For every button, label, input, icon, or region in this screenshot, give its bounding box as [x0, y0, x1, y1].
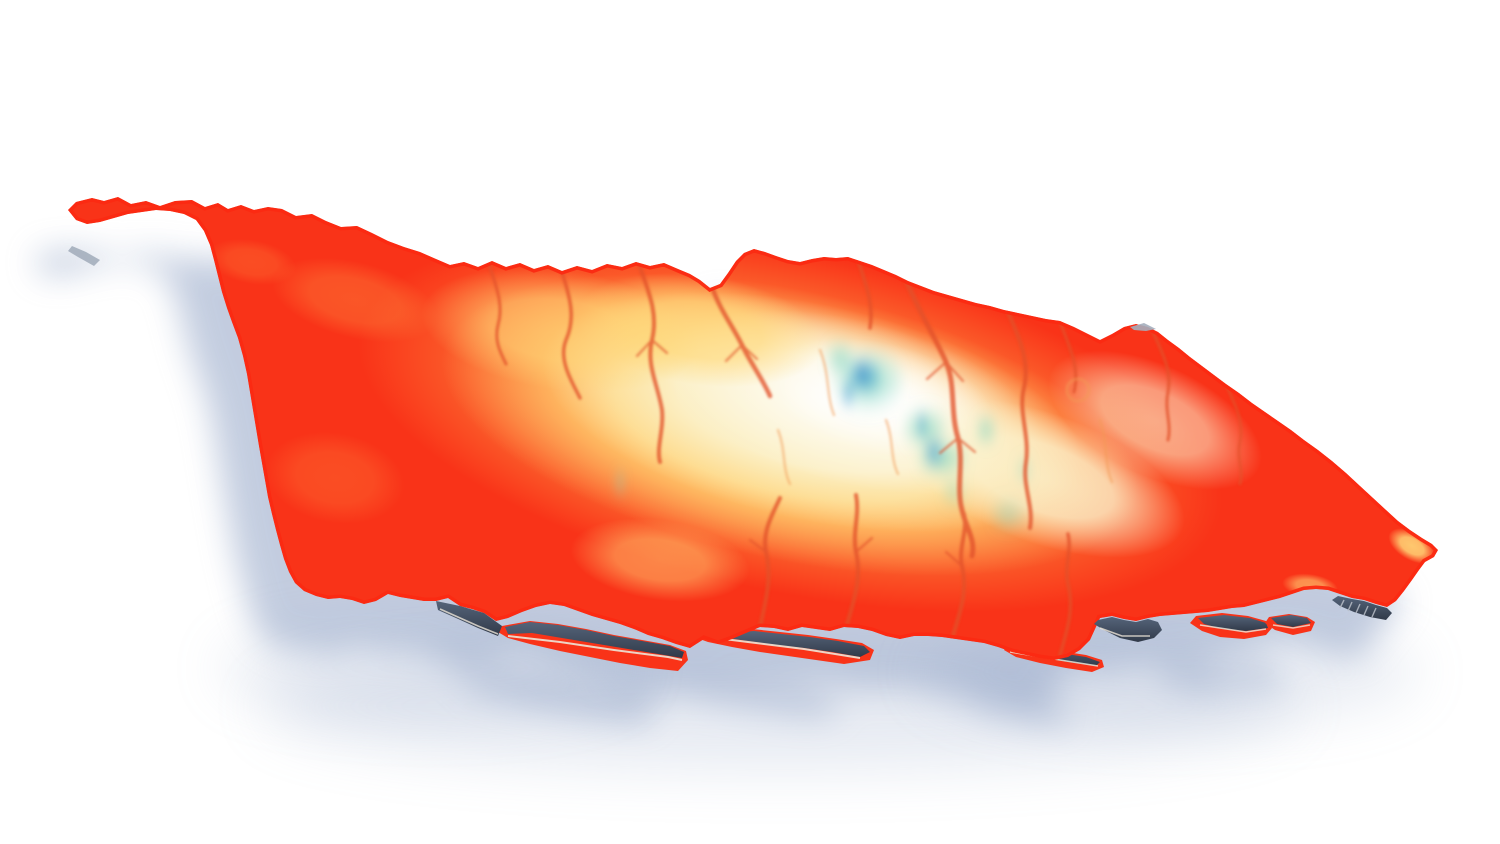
channel-soft [818, 348, 836, 417]
offshore-islets [498, 613, 1315, 672]
drainage-channels [487, 258, 1243, 657]
channel [1224, 383, 1243, 486]
channel [1058, 320, 1078, 394]
channel [856, 258, 873, 330]
islet-1-wall-highlight [507, 635, 683, 661]
elevation-blob [421, 267, 699, 393]
elevation-blob [1048, 350, 1262, 490]
channel [560, 270, 582, 400]
cliff-wall-ribbed [1332, 596, 1392, 620]
summit-spots [612, 345, 1036, 528]
channel [487, 262, 508, 366]
elevation-blob [899, 398, 1185, 558]
north-wall-sliver [1130, 323, 1156, 331]
elevation-blob [570, 518, 750, 602]
island-surface [68, 197, 1438, 660]
cliff-wall-highlight [1099, 627, 1150, 637]
peak-spot [838, 386, 858, 402]
cliff-wall [436, 601, 502, 636]
coast-cliff-walls [68, 246, 1392, 642]
peak-spot [853, 366, 871, 378]
ridge-top-spot [986, 502, 1030, 528]
channel-branch [635, 338, 977, 568]
channel-soft [1098, 418, 1114, 484]
channel [1150, 328, 1171, 442]
islet-4-wall-highlight [1199, 624, 1267, 633]
islet-1 [498, 621, 688, 671]
elevation-blob [265, 432, 405, 524]
ridge-top-spot [822, 345, 858, 371]
island-elevation-model [68, 197, 1438, 660]
peak-spot [921, 442, 947, 462]
ridge-top-spot [972, 419, 1000, 441]
channel [1058, 532, 1073, 657]
ridge-top-spot [938, 482, 970, 502]
elevation-blob [207, 238, 297, 286]
channel [1006, 310, 1033, 530]
channel-soft [884, 418, 900, 476]
islet-5 [1265, 614, 1315, 635]
west-wall-sliver [68, 246, 100, 266]
drainage-channels-soft [776, 348, 1114, 486]
cliff-wall-ribs [1339, 599, 1377, 618]
channel-soft [776, 428, 792, 486]
islet-4 [1190, 613, 1272, 639]
islet-5-cliff-wall [1271, 615, 1311, 627]
cliff-wall-highlight [439, 608, 499, 635]
islet-5-wall-highlight [1272, 624, 1311, 629]
islet-2-cliff-wall [698, 631, 870, 657]
elevation-blob [272, 257, 438, 343]
peak-spot [914, 418, 930, 432]
ridge-top-spot [612, 476, 628, 490]
islet-1-cliff-wall [505, 622, 684, 658]
channel [638, 265, 665, 464]
crater-ring [1065, 377, 1091, 403]
